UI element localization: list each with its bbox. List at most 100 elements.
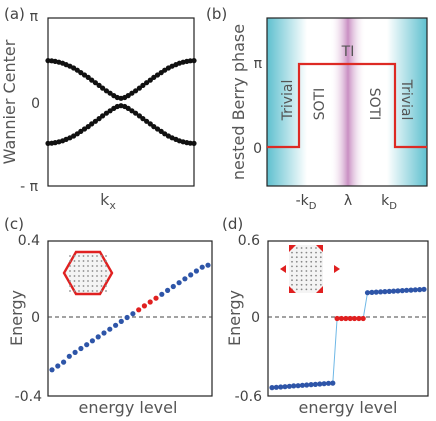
square-site-4-4 (310, 265, 313, 268)
wannier-point-s1-29 (151, 124, 157, 130)
square-site-9-1 (295, 288, 298, 291)
energy-point-34 (417, 287, 423, 293)
square-site-7-1 (295, 279, 298, 282)
hex-site-5-4 (87, 280, 89, 282)
inset-square (280, 245, 340, 293)
corner-mode-br (316, 286, 323, 293)
panel-label-a: (a) (4, 5, 25, 23)
region-ti: TI (341, 44, 355, 60)
wannier-point-s1-24 (133, 110, 139, 116)
wannier-point-s0-22 (125, 93, 131, 99)
square-site-7-3 (305, 279, 308, 282)
hex-site-3-4 (87, 270, 89, 272)
square-site-2-3 (305, 256, 308, 259)
corner-state-point-17 (343, 315, 349, 322)
hexagon-lattice (69, 255, 107, 292)
panel-a: (a) π 0 - π Wannier Center kx (0, 5, 197, 212)
energy-point-22 (364, 290, 371, 296)
corner-state-point-16 (338, 315, 345, 322)
hex-site-0-2 (78, 255, 80, 257)
hex-site-2-6 (96, 265, 98, 267)
wannier-point-s0-24 (133, 88, 139, 94)
hex-site-3-2 (78, 270, 80, 272)
energy-connector-d (271, 288, 425, 389)
square-site-5-6 (319, 270, 322, 272)
energy-points-d (269, 286, 427, 391)
square-site-8-4 (310, 283, 313, 286)
hex-site-1-6 (96, 260, 98, 262)
wannier-point-s1-26 (140, 116, 146, 122)
wannier-point-s0-27 (144, 80, 150, 86)
square-site-7-4 (310, 279, 313, 282)
energy-point-3 (282, 384, 288, 390)
panel-label-d: (d) (222, 215, 243, 233)
plot-b-frame (266, 17, 428, 187)
square-site-4-6 (319, 265, 322, 268)
hex-site-3-3 (82, 270, 85, 272)
wannier-point-s1-15 (100, 113, 106, 119)
square-site-2-2 (300, 256, 303, 259)
ytick-a-zero: 0 (31, 96, 40, 112)
hex-site-0-0 (69, 255, 71, 257)
square-site-7-6 (319, 279, 322, 282)
square-site-1-3 (305, 251, 308, 254)
square-site-3-4 (310, 260, 313, 263)
edge-mode-left (280, 265, 286, 273)
ytick-d-top: 0.6 (238, 233, 260, 249)
hex-site-1-3 (82, 260, 85, 262)
hex-site-6-7 (100, 285, 103, 287)
square-site-2-5 (315, 256, 317, 259)
corner-mode-tr (316, 245, 323, 252)
energy-point-5 (78, 345, 84, 352)
panel-label-b: (b) (206, 5, 227, 23)
hex-site-7-8 (105, 290, 107, 292)
hex-site-5-6 (96, 280, 98, 282)
square-site-9-3 (305, 288, 308, 291)
energy-point-14 (130, 311, 136, 317)
square-site-8-1 (295, 283, 298, 286)
hex-site-2-3 (82, 265, 85, 267)
square-site-6-5 (315, 274, 317, 277)
energy-point-22 (176, 280, 182, 286)
square-site-3-2 (300, 260, 303, 263)
ytick-c-bottom: -0.4 (15, 389, 42, 405)
trivial-region-left (267, 18, 307, 186)
energy-point-2 (61, 359, 67, 365)
hex-site-2-2 (78, 265, 80, 267)
hex-site-7-4 (87, 290, 89, 292)
energy-points-c (49, 262, 211, 373)
ylabel-c: Energy (7, 290, 26, 346)
xtick-b-right-main: k (381, 193, 390, 209)
hex-site-5-5 (91, 280, 94, 282)
corner-mode-tl (289, 245, 296, 252)
hex-site-0-4 (87, 255, 89, 257)
energy-point-12 (118, 318, 124, 324)
hex-site-3-5 (91, 270, 94, 272)
xlabel-a: kx (100, 190, 116, 212)
square-site-6-6 (319, 274, 322, 277)
ytick-d-zero: 0 (251, 310, 260, 326)
ytick-c-top: 0.4 (18, 233, 40, 249)
corner-state-point-21 (360, 315, 366, 322)
hex-site-6-0 (69, 285, 71, 287)
wannier-point-s0-0 (45, 58, 51, 64)
wannier-point-s0-10 (81, 72, 88, 78)
square-site-1-0 (291, 251, 293, 254)
hex-site-6-3 (82, 285, 85, 287)
wannier-point-s1-9 (78, 128, 84, 134)
square-site-5-5 (315, 270, 317, 272)
square-site-1-5 (315, 251, 317, 254)
hex-site-1-7 (100, 260, 103, 262)
square-site-0-4 (310, 247, 313, 249)
corner-state-point-16 (141, 303, 147, 309)
square-site-4-2 (300, 265, 303, 268)
hex-site-0-1 (73, 255, 76, 257)
square-site-1-2 (300, 251, 303, 254)
energy-point-4 (72, 349, 78, 355)
hex-site-4-0 (69, 275, 71, 277)
hex-site-3-6 (96, 270, 98, 272)
hex-site-4-3 (82, 275, 85, 277)
square-site-2-4 (310, 256, 313, 259)
energy-point-11 (317, 381, 323, 387)
square-site-2-6 (319, 256, 322, 259)
